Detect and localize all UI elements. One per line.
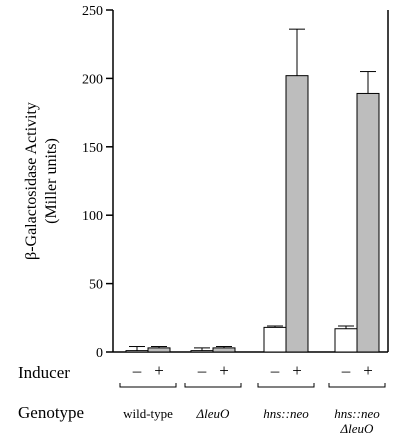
inducer-minus-3: – [341,361,351,380]
bar-2-minus [263,326,287,353]
y-tick-label-5: 250 [82,4,103,19]
genotype-label-3-0: hns::neo [334,406,380,421]
genotype-label-0-0: wild-type [123,406,173,421]
inducer-minus-0: – [132,361,142,380]
y-tick-label-0: 0 [96,346,103,361]
inducer-plus-1: + [219,361,229,380]
inducer-minus-2: – [270,361,280,380]
y-axis-title-line1: β-Galactosidase Activity [23,102,40,260]
y-tick-label-2: 100 [82,209,103,224]
inducer-plus-3: + [363,361,373,380]
genotype-label: Genotype [18,403,84,422]
bar-2-plus [285,75,309,353]
inducer-minus-1: – [197,361,207,380]
genotype-label-1-0: ΔleuO [196,406,231,421]
group-bracket-2 [257,383,315,388]
y-tick-label-1: 50 [89,278,103,293]
bar-3-plus [356,92,380,353]
y-tick-label-3: 150 [82,141,103,156]
bar-3-minus [334,328,358,353]
bar-0-minus [125,350,149,353]
group-bracket-3 [328,383,386,388]
y-axis-title-line2: (Miller units) [43,138,60,224]
y-tick-label-4: 200 [82,72,103,87]
bar-1-plus [212,347,236,353]
axes: 0 50 100 150 200 250 β-Galactosidase Activity(… [23,4,389,361]
genotype-label-2-0: hns::neo [263,406,309,421]
inducer-label: Inducer [18,363,70,382]
y-axis-title: β-Galactosidase Activity (Miller units) [23,102,60,260]
bar-1-minus [190,350,214,353]
inducer-plus-0: + [154,361,164,380]
group-bracket-1 [184,383,242,388]
bar-0-plus [147,347,171,353]
genotype-label-3-1: ΔleuO [340,421,375,436]
group-bracket-0 [119,383,177,388]
bars [125,28,380,353]
inducer-plus-2: + [292,361,302,380]
